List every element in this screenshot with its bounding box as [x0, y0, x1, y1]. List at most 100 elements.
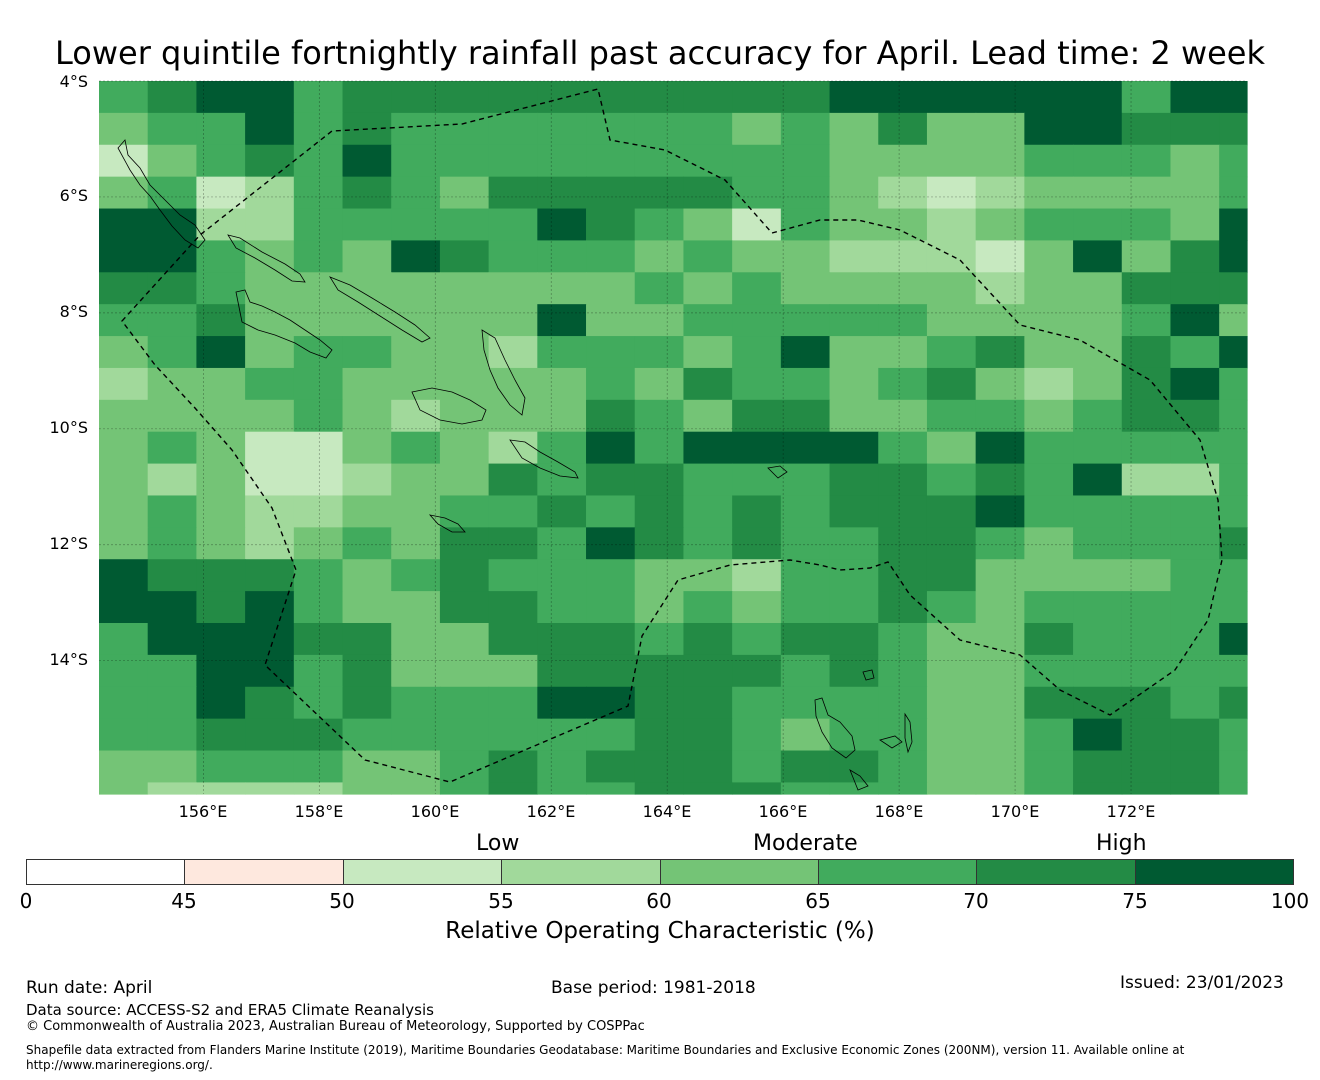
grid-cell: [488, 431, 538, 465]
grid-cell: [1121, 527, 1172, 560]
grid-cell: [926, 782, 977, 795]
grid-cell: [488, 176, 538, 210]
grid-cell: [586, 208, 636, 242]
grid-cell: [878, 463, 928, 497]
grid-cell: [99, 591, 149, 624]
grid-cell: [683, 686, 733, 720]
grid-cell: [1219, 208, 1248, 242]
eez-boundary-solomon-islands: [121, 88, 1223, 783]
grid-cell: [1073, 367, 1123, 401]
grid-cell: [147, 272, 197, 305]
grid-cell: [488, 591, 538, 624]
grid-cell: [586, 686, 636, 720]
grid-cell: [391, 559, 441, 592]
grid-cell: [975, 782, 1025, 795]
grid-cell: [780, 144, 831, 178]
grid-cell: [391, 208, 441, 242]
shapefile-note: Shapefile data extracted from Flanders M…: [26, 1043, 1185, 1072]
grid-cell: [586, 304, 636, 337]
grid-cell: [439, 399, 490, 433]
grid-cell: [975, 527, 1025, 560]
grid-cell: [488, 304, 538, 337]
grid-cell: [1170, 527, 1220, 560]
grid-cell: [878, 591, 928, 624]
grid-cell: [342, 782, 392, 795]
grid-cell: [780, 208, 831, 242]
grid-cell: [634, 782, 685, 795]
grid-cell: [99, 559, 149, 592]
grid-cell: [147, 336, 197, 369]
grid-cell: [1170, 176, 1220, 210]
grid-cell: [878, 654, 928, 688]
grid-cell: [1219, 623, 1248, 656]
grid-cell: [391, 527, 441, 560]
grid-cell: [634, 112, 685, 146]
grid-cell: [878, 495, 928, 528]
grid-cell: [293, 81, 344, 114]
grid-cell: [732, 272, 782, 305]
grid-cell: [1024, 112, 1074, 146]
grid-cell: [293, 495, 344, 528]
coastline-guadalcanal: [411, 387, 487, 425]
grid-cell: [439, 144, 490, 178]
grid-cell: [926, 399, 977, 433]
grid-cell: [586, 240, 636, 273]
grid-cell: [634, 304, 685, 337]
grid-cell: [147, 527, 197, 560]
grid-cell: [1024, 623, 1074, 656]
grid-cell: [829, 304, 879, 337]
grid-cell: [1170, 240, 1220, 273]
grid-cell: [1073, 176, 1123, 210]
grid-cell: [1170, 336, 1220, 369]
grid-cell: [829, 336, 879, 369]
grid-cell: [683, 750, 733, 783]
grid-cell: [293, 144, 344, 178]
grid-cell: [1219, 718, 1248, 752]
grid-cell: [1121, 81, 1172, 114]
grid-cell: [732, 336, 782, 369]
grid-cell: [488, 782, 538, 795]
grid-cell: [1073, 81, 1123, 114]
data-source: Data source: ACCESS-S2 and ERA5 Climate …: [26, 1001, 434, 1019]
grid-cell: [391, 495, 441, 528]
grid-cell: [1219, 144, 1248, 178]
coastline-espiritu-santo: [814, 697, 856, 759]
grid-cell: [1073, 144, 1123, 178]
grid-cell: [1073, 208, 1123, 242]
grid-cell: [634, 463, 685, 497]
grid-cell: [245, 144, 295, 178]
coastline-choiseul: [227, 234, 306, 283]
grid-cell: [439, 495, 490, 528]
grid-cell: [1024, 431, 1074, 465]
grid-cell: [1219, 367, 1248, 401]
colorbar-label: Relative Operating Characteristic (%): [445, 918, 875, 944]
grid-cell: [1170, 304, 1220, 337]
grid-cell: [1024, 463, 1074, 497]
grid-cell: [537, 367, 587, 401]
grid-cell: [245, 112, 295, 146]
grid-cell: [926, 463, 977, 497]
colorbar-swatch: [27, 860, 186, 884]
grid-cell: [391, 399, 441, 433]
grid-cell: [586, 782, 636, 795]
grid-cell: [391, 112, 441, 146]
grid-cell: [537, 559, 587, 592]
colorbar-tick: 50: [329, 889, 355, 913]
grid-cell: [586, 654, 636, 688]
grid-cell: [780, 463, 831, 497]
grid-cell: [439, 431, 490, 465]
grid-cell: [926, 336, 977, 369]
grid-cell: [975, 559, 1025, 592]
grid-cell: [878, 686, 928, 720]
grid-cell: [683, 304, 733, 337]
grid-cell: [196, 591, 246, 624]
grid-cell: [1073, 495, 1123, 528]
grid-cell: [1170, 112, 1220, 146]
grid-cell: [1024, 240, 1074, 273]
grid-cell: [147, 399, 197, 433]
grid-cell: [342, 718, 392, 752]
grid-cell: [1073, 272, 1123, 305]
grid-cell: [439, 718, 490, 752]
grid-cell: [1024, 144, 1074, 178]
grid-cell: [147, 495, 197, 528]
